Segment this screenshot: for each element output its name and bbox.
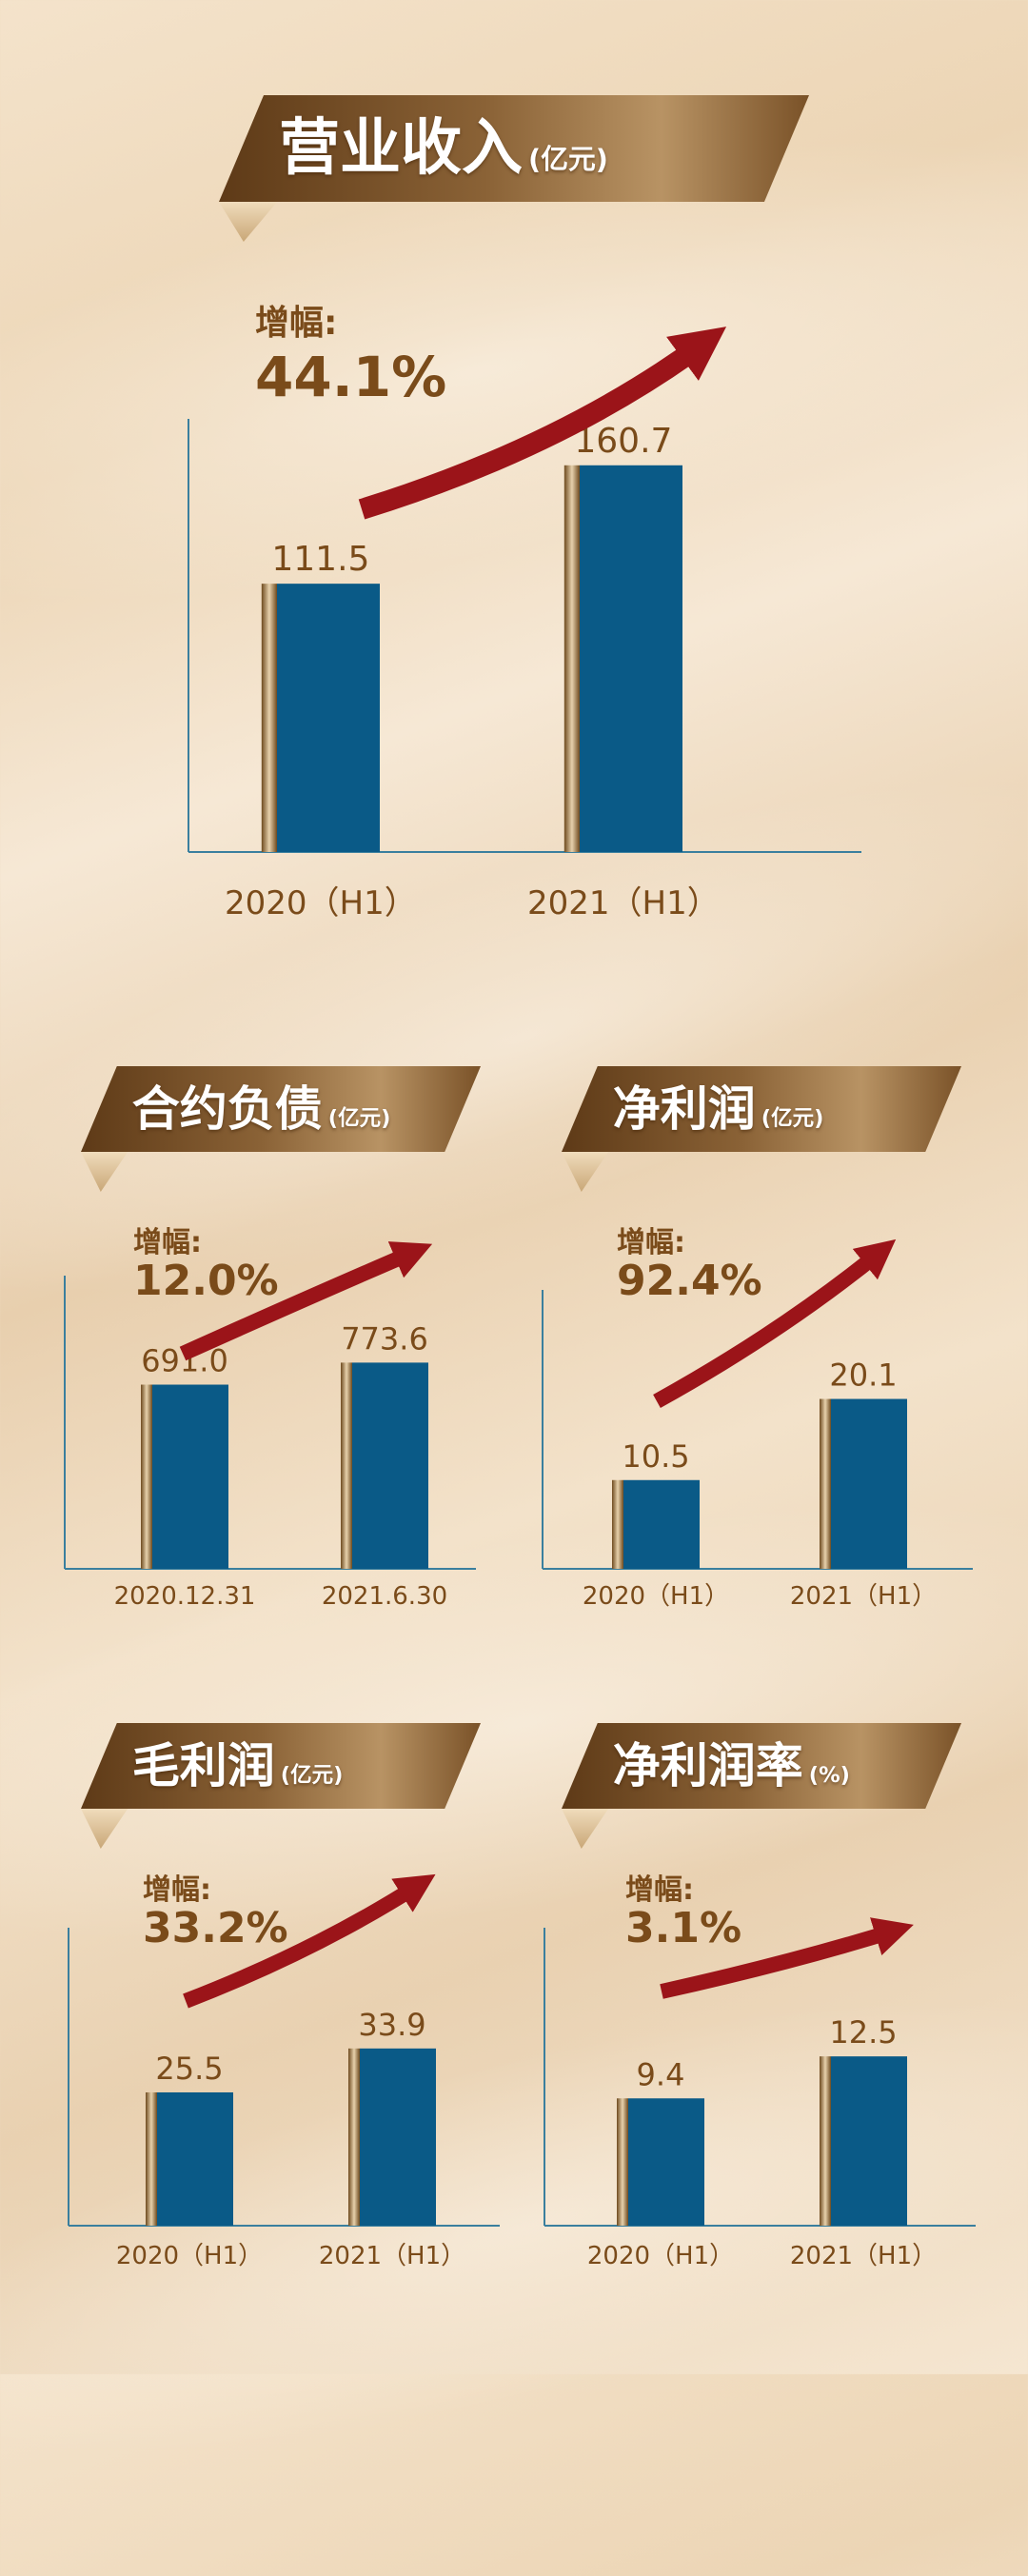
growth-arrow-icon <box>183 1873 436 2009</box>
growth-value: 33.2% <box>143 1904 288 1952</box>
chart-title: 净利润 (亿元) <box>612 1081 824 1137</box>
growth-arrow-icon <box>660 1917 914 1999</box>
chart-unit: (亿元) <box>761 1106 824 1131</box>
bar-side <box>617 2098 628 2226</box>
bar-value-label: 20.1 <box>829 1357 897 1394</box>
net-profit-margin-chart: 净利润率 (%) 增幅: 3.1% 9.4 2020（H1） 12.5 2021（H1） <box>514 1714 1028 2285</box>
chart-unit: (%) <box>808 1763 850 1788</box>
category-label: 2021（H1） <box>527 884 720 922</box>
banner-body <box>81 1066 481 1152</box>
bar-side <box>348 2048 360 2226</box>
banner-shape <box>81 1066 481 1192</box>
growth-label: 增幅: <box>625 1873 694 1907</box>
bar-side <box>341 1362 352 1569</box>
bar <box>152 1384 228 1569</box>
category-label: 2020.12.31 <box>114 1582 256 1611</box>
bar-value-label: 25.5 <box>155 2051 223 2087</box>
growth-arrow-icon <box>179 1241 433 1361</box>
bar <box>831 1398 907 1569</box>
bar-value-label: 160.7 <box>574 422 672 461</box>
bar-value-label: 12.5 <box>829 2014 897 2051</box>
plot-area: 25.5 2020（H1） 33.9 2021（H1） <box>68 1873 500 2270</box>
plot-area: 9.4 2020（H1） 12.5 2021（H1） <box>544 1917 976 2270</box>
growth-arrow-icon <box>358 327 727 520</box>
chart-title: 合约负债 (亿元) <box>131 1081 391 1137</box>
bar-side <box>820 2056 831 2226</box>
banner-fold <box>81 1809 128 1849</box>
chart-unit: (亿元) <box>528 142 608 175</box>
bar-side <box>261 584 277 852</box>
banner-fold <box>219 202 278 242</box>
chart-unit: (亿元) <box>327 1106 391 1131</box>
bar <box>352 1362 428 1569</box>
banner-shape <box>81 1723 481 1849</box>
contract-liabilities-chart: 合约负债 (亿元) 增幅: 12.0% 691.0 2020.12.31 773.6 2… <box>0 1066 514 1637</box>
banner-fold <box>562 1809 609 1849</box>
bar-value-label: 111.5 <box>271 540 369 579</box>
growth-value: 3.1% <box>625 1904 742 1952</box>
chart-title-banner <box>81 1723 481 1856</box>
bar-value-label: 773.6 <box>341 1320 428 1357</box>
revenue-chart: 营业收入 (亿元) 增幅: 44.1% 111.5 2020（H1） 160.7 202… <box>0 0 1028 952</box>
chart-title-banner <box>562 1723 961 1856</box>
bar-value-label: 10.5 <box>622 1438 689 1475</box>
chart-title: 营业收入 (亿元) <box>279 112 608 184</box>
category-label: 2021（H1） <box>790 1582 937 1611</box>
bar <box>157 2091 233 2226</box>
bar <box>580 465 682 852</box>
chart-unit: (亿元) <box>280 1763 344 1788</box>
bar <box>277 584 380 852</box>
bar <box>628 2098 704 2226</box>
banner-body <box>562 1723 961 1809</box>
category-label: 2021.6.30 <box>322 1582 447 1611</box>
category-label: 2020（H1） <box>116 2242 263 2270</box>
bar-side <box>820 1398 831 1569</box>
bar <box>360 2048 436 2226</box>
chart-title-banner <box>81 1066 481 1199</box>
growth-label: 增幅: <box>617 1226 685 1259</box>
bar-side <box>612 1479 623 1569</box>
bar-side <box>146 2091 157 2226</box>
bar-value-label: 33.9 <box>358 2007 425 2043</box>
category-label: 2020（H1） <box>225 884 417 922</box>
growth-value: 12.0% <box>133 1257 279 1305</box>
growth-arrow-icon <box>653 1238 897 1408</box>
chart-title: 净利润率 (%) <box>612 1738 850 1793</box>
bar <box>831 2056 907 2226</box>
bar <box>623 1479 700 1569</box>
net-profit-chart: 净利润 (亿元) 增幅: 92.4% 10.5 2020（H1） 20.1 2021（H… <box>514 1066 1028 1637</box>
growth-label: 增幅: <box>143 1873 211 1907</box>
banner-body <box>219 95 809 202</box>
banner-body <box>562 1066 961 1152</box>
category-label: 2020（H1） <box>583 1582 729 1611</box>
category-label: 2020（H1） <box>587 2242 734 2270</box>
growth-value: 44.1% <box>255 345 447 409</box>
category-label: 2021（H1） <box>790 2242 937 2270</box>
chart-title-banner <box>562 1066 961 1199</box>
plot-area: 10.5 2020（H1） 20.1 2021（H1） <box>542 1238 973 1611</box>
chart-title-banner <box>219 95 809 249</box>
bar-side <box>563 465 580 852</box>
banner-body <box>81 1723 481 1809</box>
chart-title: 毛利润 (亿元) <box>131 1738 344 1793</box>
growth-value: 92.4% <box>617 1257 762 1305</box>
growth-label: 增幅: <box>133 1226 202 1259</box>
gross-profit-chart: 毛利润 (亿元) 增幅: 33.2% 25.5 2020（H1） 33.9 2021（H… <box>0 1714 514 2285</box>
banner-fold <box>562 1152 609 1192</box>
bar-side <box>141 1384 152 1569</box>
growth-label: 增幅: <box>255 304 338 343</box>
category-label: 2021（H1） <box>319 2242 465 2270</box>
plot-area: 111.5 2020（H1） 160.7 2021（H1） <box>188 327 861 922</box>
banner-shape <box>562 1066 961 1192</box>
banner-fold <box>81 1152 128 1192</box>
bar-value-label: 9.4 <box>637 2056 685 2092</box>
banner-shape <box>562 1723 961 1849</box>
banner-shape <box>219 95 809 242</box>
